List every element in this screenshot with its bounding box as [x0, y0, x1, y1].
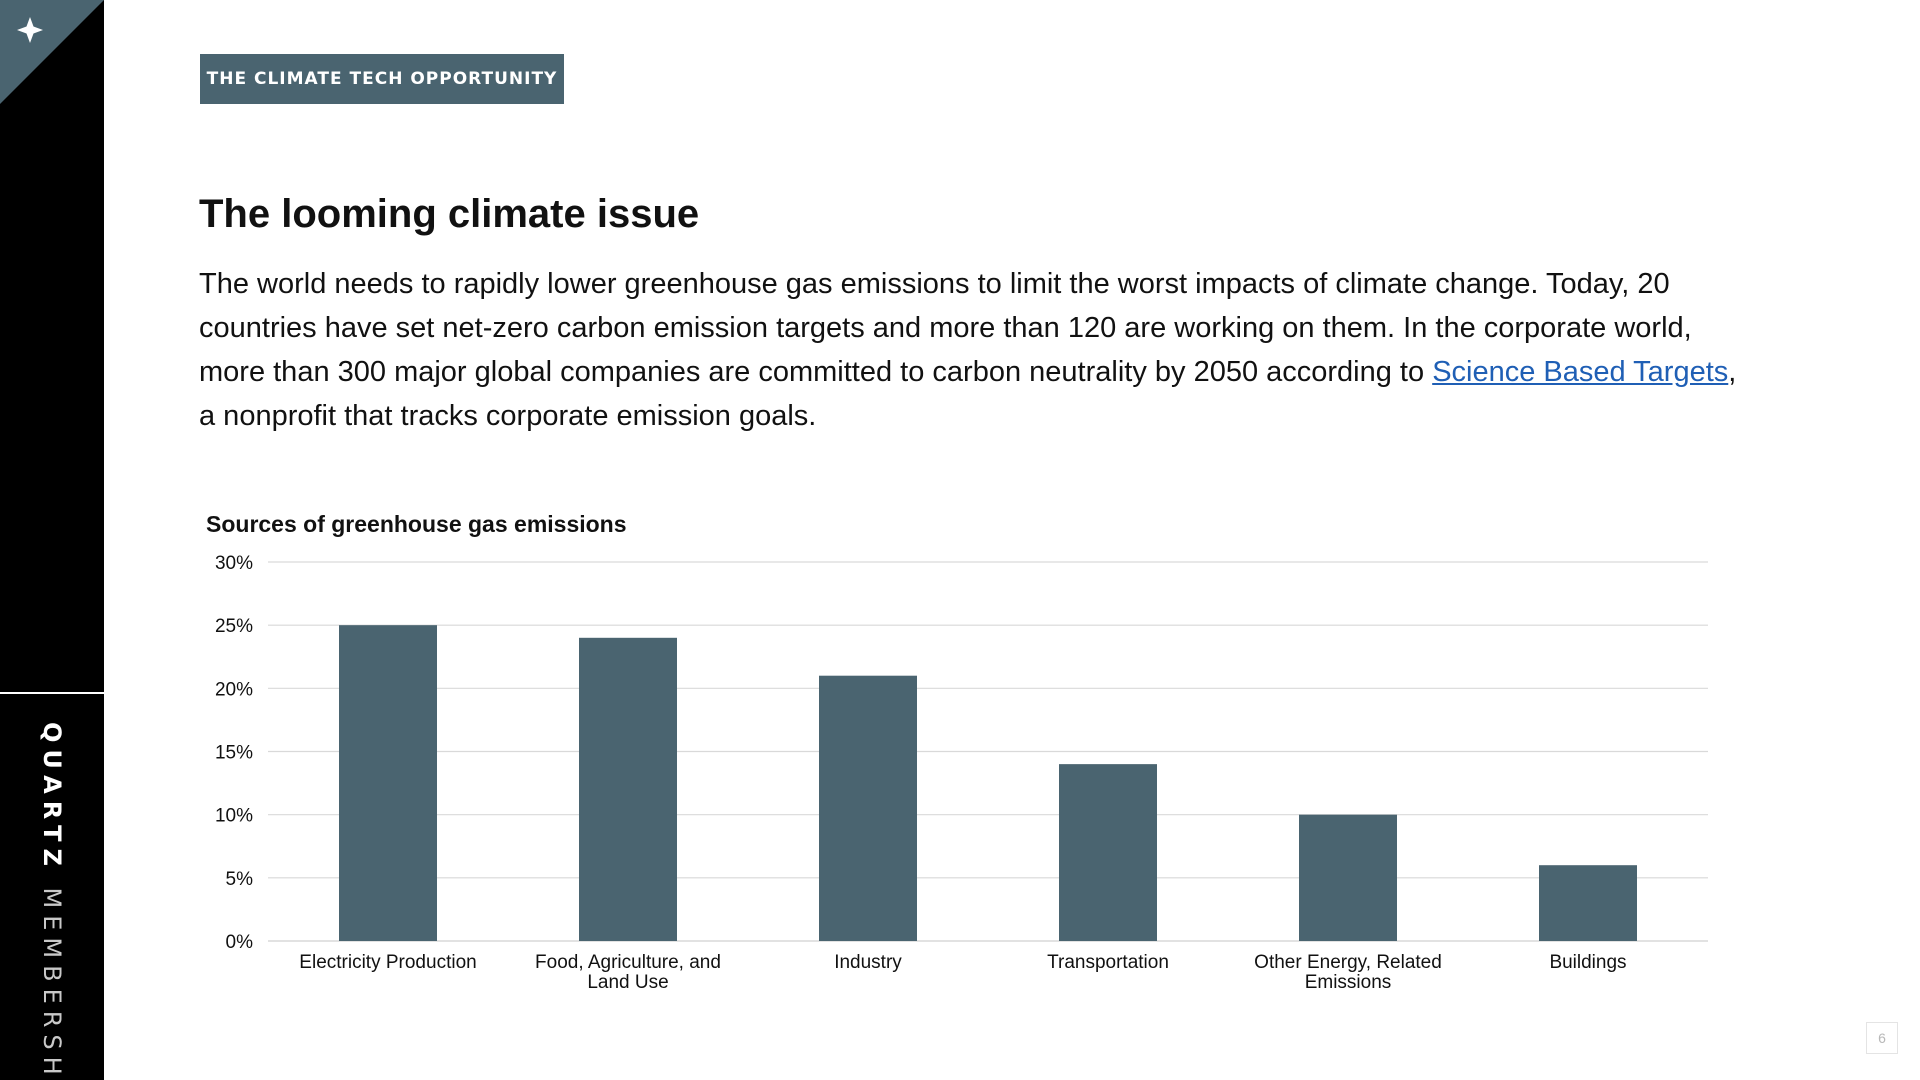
y-tick-label: 25% — [215, 616, 253, 637]
y-tick-label: 5% — [226, 869, 254, 890]
x-category-label: Land Use — [587, 972, 668, 993]
star-icon — [17, 17, 43, 43]
bar — [1059, 764, 1157, 941]
y-tick-label: 10% — [215, 806, 253, 827]
corner-triangle — [0, 0, 104, 104]
y-tick-label: 20% — [215, 679, 253, 700]
section-tag: THE CLIMATE TECH OPPORTUNITY — [200, 54, 564, 104]
intro-paragraph: The world needs to rapidly lower greenho… — [199, 262, 1759, 438]
sidebar-divider — [0, 692, 104, 694]
bar — [819, 675, 917, 941]
x-category-label: Other Energy, Related — [1254, 952, 1442, 973]
x-category-label: Food, Agriculture, and — [535, 952, 721, 973]
x-category-label: Electricity Production — [299, 952, 476, 973]
sidebar: QUARTZ MEMBERSHIP — [0, 0, 104, 1080]
bar — [579, 637, 677, 941]
corner-logo — [0, 0, 104, 104]
paragraph-text-start: The world needs to rapidly lower greenho… — [199, 268, 1692, 388]
chart-title: Sources of greenhouse gas emissions — [206, 511, 627, 537]
y-tick-label: 30% — [215, 553, 253, 574]
y-tick-label: 0% — [226, 932, 254, 953]
x-category-label: Buildings — [1549, 952, 1626, 973]
science-based-targets-link[interactable]: Science Based Targets — [1432, 356, 1729, 388]
page-number: 6 — [1866, 1022, 1898, 1054]
bar — [1539, 865, 1637, 941]
y-tick-label: 15% — [215, 743, 253, 764]
paragraph-text-end: , a nonprofit that tracks corporate emis… — [199, 356, 1737, 432]
x-category-label: Industry — [834, 952, 902, 973]
bar — [339, 625, 437, 941]
x-category-label: Transportation — [1047, 952, 1169, 973]
x-category-label: Emissions — [1305, 972, 1392, 993]
page-title: The looming climate issue — [199, 192, 700, 236]
bar — [1299, 814, 1397, 941]
